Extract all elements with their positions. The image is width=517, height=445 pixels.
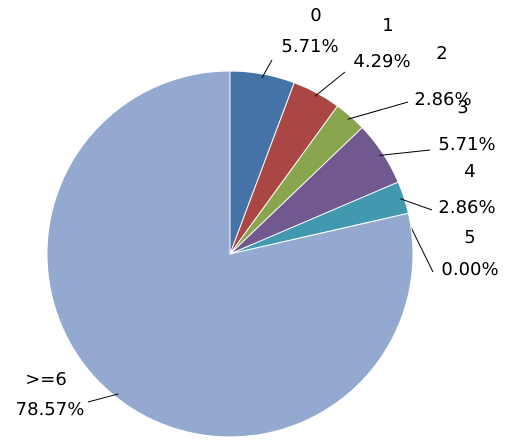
value-label: 2.86% — [438, 197, 495, 218]
category-label: 5 — [464, 227, 475, 248]
value-label: 78.57% — [16, 399, 85, 420]
leader-line — [347, 101, 409, 120]
category-label: 0 — [310, 5, 321, 26]
category-label: 2 — [436, 43, 447, 64]
category-label: 3 — [457, 97, 468, 118]
leader-line — [314, 71, 346, 97]
category-label: >=6 — [25, 369, 67, 390]
value-label: 5.71% — [281, 36, 338, 57]
value-label: 5.71% — [438, 134, 495, 155]
value-label: 0.00% — [441, 259, 498, 280]
value-label: 4.29% — [353, 51, 410, 72]
leader-line — [261, 59, 273, 79]
category-label: 4 — [464, 161, 475, 182]
value-label: 2.86% — [414, 89, 471, 110]
leader-line — [400, 198, 433, 211]
leader-line — [87, 393, 119, 403]
leader-line — [379, 149, 431, 156]
pie-slice — [46, 70, 414, 438]
category-label: 1 — [382, 15, 393, 36]
